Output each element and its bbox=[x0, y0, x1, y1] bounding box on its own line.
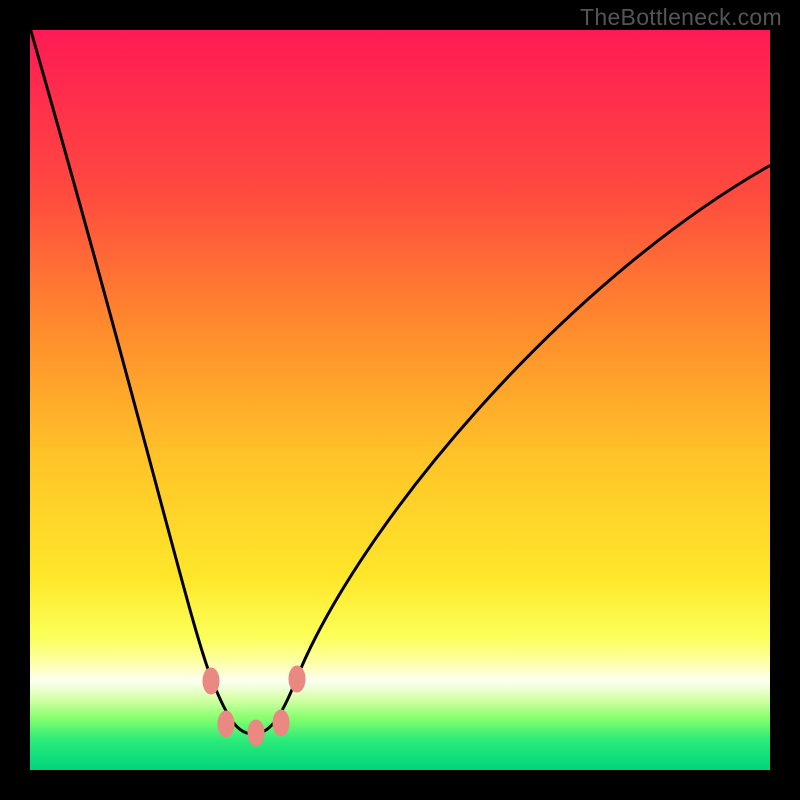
marker bbox=[273, 710, 289, 736]
plot-area bbox=[30, 30, 770, 770]
markers-group bbox=[203, 666, 305, 746]
marker bbox=[289, 666, 305, 692]
watermark-text: TheBottleneck.com bbox=[580, 4, 782, 31]
chart-frame: TheBottleneck.com bbox=[0, 0, 800, 800]
marker bbox=[218, 711, 234, 737]
markers-layer bbox=[30, 30, 770, 770]
marker bbox=[248, 720, 264, 746]
marker bbox=[203, 668, 219, 694]
